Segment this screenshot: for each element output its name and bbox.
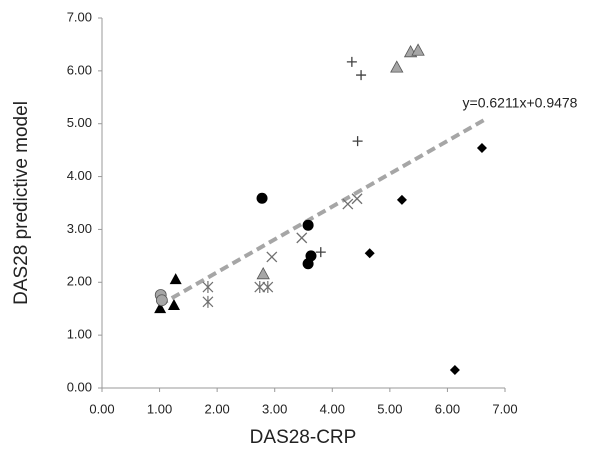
y-tick-label: 5.00 bbox=[67, 115, 92, 130]
point bbox=[396, 194, 407, 205]
y-tick-label: 2.00 bbox=[67, 274, 92, 289]
x-tick-label: 6.00 bbox=[435, 401, 460, 416]
point bbox=[154, 302, 167, 314]
point bbox=[262, 281, 274, 294]
point bbox=[390, 60, 404, 73]
y-tick-label: 3.00 bbox=[67, 221, 92, 236]
point bbox=[202, 295, 214, 308]
point bbox=[169, 273, 182, 285]
point bbox=[266, 251, 278, 263]
trendline bbox=[158, 117, 486, 307]
trendline-label: y=0.6211x+0.9478 bbox=[463, 95, 578, 111]
point bbox=[296, 232, 308, 244]
x-tick-label: 1.00 bbox=[147, 401, 172, 416]
point bbox=[351, 193, 363, 205]
point bbox=[352, 136, 363, 147]
y-tick-label: 4.00 bbox=[67, 168, 92, 183]
point bbox=[411, 43, 425, 56]
x-tick-label: 0.00 bbox=[89, 401, 114, 416]
x-tick-label: 4.00 bbox=[320, 401, 345, 416]
y-tick-label: 0.00 bbox=[67, 379, 92, 394]
point bbox=[256, 192, 268, 204]
point bbox=[356, 70, 367, 81]
point bbox=[254, 281, 266, 294]
x-axis-title: DAS28-CRP bbox=[250, 427, 357, 448]
point bbox=[302, 258, 314, 270]
y-tick-label: 1.00 bbox=[67, 327, 92, 342]
y-tick-label: 6.00 bbox=[67, 62, 92, 77]
y-axis-title: DAS28 predictive model bbox=[11, 101, 32, 305]
point bbox=[315, 247, 326, 258]
point bbox=[202, 281, 214, 294]
point bbox=[155, 294, 168, 307]
x-tick-label: 5.00 bbox=[377, 401, 402, 416]
y-tick-label: 7.00 bbox=[67, 9, 92, 24]
point bbox=[346, 56, 357, 67]
x-tick-label: 3.00 bbox=[262, 401, 287, 416]
x-tick-label: 7.00 bbox=[492, 401, 517, 416]
x-tick-label: 2.00 bbox=[204, 401, 229, 416]
point bbox=[167, 299, 180, 311]
point bbox=[302, 219, 314, 231]
point bbox=[476, 143, 487, 154]
point bbox=[342, 198, 354, 210]
point bbox=[256, 266, 270, 280]
point bbox=[449, 365, 460, 376]
point bbox=[364, 248, 375, 259]
